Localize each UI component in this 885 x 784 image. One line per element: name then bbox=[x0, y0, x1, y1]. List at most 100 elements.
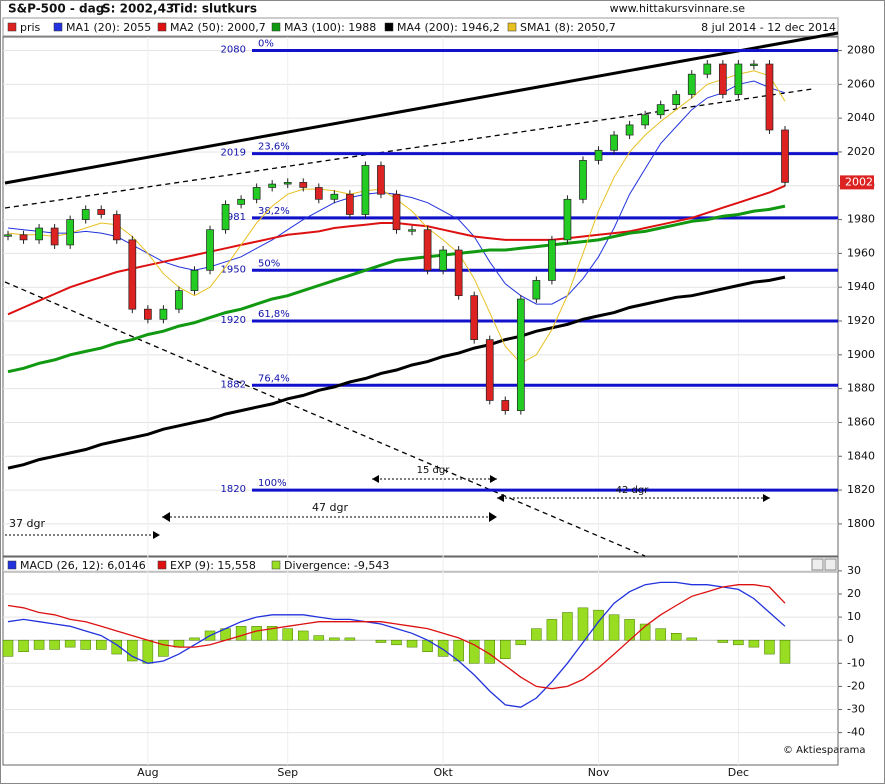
candle bbox=[35, 227, 43, 241]
candle bbox=[314, 187, 323, 200]
divergence-bar bbox=[282, 628, 293, 641]
trend-line bbox=[4, 31, 839, 185]
y-tick-label: 1880 bbox=[847, 382, 875, 395]
divergence-bar bbox=[33, 639, 45, 650]
legend-swatch bbox=[271, 22, 281, 32]
divergence-bar bbox=[562, 612, 573, 641]
candle bbox=[641, 114, 649, 126]
divergence-bar bbox=[391, 639, 402, 646]
divergence-bar bbox=[49, 639, 60, 650]
y-tick-label: 1820 bbox=[847, 483, 875, 496]
candle bbox=[50, 227, 59, 246]
divergence-bar bbox=[329, 637, 340, 641]
x-tick-label: Nov bbox=[588, 766, 610, 779]
legend-swatch bbox=[53, 22, 63, 32]
divergence-bar bbox=[779, 639, 791, 664]
fib-value: 2080 bbox=[221, 45, 246, 56]
divergence-bar bbox=[531, 628, 542, 641]
candle bbox=[687, 73, 696, 95]
tool-button[interactable] bbox=[811, 558, 824, 571]
divergence-bar bbox=[500, 639, 511, 659]
credit: © Aktiesparama bbox=[783, 745, 865, 756]
divergence-bar bbox=[95, 639, 107, 650]
legend-label: SMA1 (8): 2050,7 bbox=[520, 21, 616, 34]
y-tick-label: 1800 bbox=[847, 517, 875, 530]
fib-pct: 23,6% bbox=[258, 142, 290, 153]
legend-label: MA3 (100): 1988 bbox=[284, 21, 376, 34]
y-tick-label: 2080 bbox=[847, 44, 875, 57]
y-tick-label: 1860 bbox=[847, 415, 875, 428]
candle bbox=[175, 290, 183, 310]
last-price-label: 2002 bbox=[845, 175, 873, 188]
y-tick-label: 0 bbox=[847, 633, 854, 646]
candle bbox=[656, 104, 665, 116]
tool-button[interactable] bbox=[824, 558, 837, 571]
x-tick-label: Okt bbox=[433, 766, 453, 779]
candle bbox=[439, 249, 447, 271]
y-tick-label: -10 bbox=[847, 656, 865, 669]
divergence-bar bbox=[593, 609, 604, 641]
legend-swatch bbox=[7, 22, 17, 32]
divergence-bar bbox=[406, 639, 418, 648]
legend-label: MA2 (50): 2000,7 bbox=[170, 21, 266, 34]
divergence-bar bbox=[142, 639, 154, 664]
y-tick-label: -20 bbox=[847, 679, 865, 692]
legend-label: MACD (26, 12): 6,0146 bbox=[20, 559, 146, 572]
candle bbox=[361, 165, 370, 215]
legend-swatch bbox=[384, 22, 394, 32]
candle bbox=[734, 63, 743, 95]
candle bbox=[66, 219, 75, 246]
y-tick-label: 2020 bbox=[847, 145, 875, 158]
y-tick-label: 1900 bbox=[847, 348, 875, 361]
y-tick-label: -30 bbox=[847, 703, 865, 716]
candle bbox=[159, 308, 168, 320]
legend-label: pris bbox=[20, 21, 41, 34]
divergence-bar bbox=[764, 639, 775, 655]
date-range: 8 jul 2014 - 12 dec 2014 bbox=[701, 21, 836, 34]
divergence-bar bbox=[266, 626, 278, 641]
legend-swatch bbox=[507, 22, 517, 32]
candle bbox=[112, 214, 121, 241]
fib-pct: 61,8% bbox=[258, 309, 290, 320]
fib-pct: 0% bbox=[258, 39, 274, 50]
fib-pct: 38,2% bbox=[258, 206, 290, 217]
divergence-bar bbox=[748, 639, 760, 648]
candle bbox=[252, 187, 261, 200]
candle bbox=[470, 295, 479, 340]
divergence-bar bbox=[2, 639, 14, 657]
candle bbox=[750, 63, 758, 66]
candle bbox=[19, 234, 28, 241]
y-tick-label: 2060 bbox=[847, 77, 875, 90]
candle bbox=[672, 94, 681, 105]
y-tick-label: 1920 bbox=[847, 314, 875, 327]
candle bbox=[299, 182, 308, 188]
panel-tools[interactable] bbox=[811, 558, 837, 571]
divergence-bar bbox=[670, 633, 682, 641]
macd-line bbox=[7, 584, 786, 690]
x-tick-label: Aug bbox=[137, 766, 158, 779]
candle bbox=[283, 182, 292, 185]
divergence-bar bbox=[189, 637, 200, 641]
divergence-bar bbox=[313, 635, 325, 641]
candle bbox=[563, 198, 572, 241]
divergence-bar bbox=[64, 639, 76, 648]
candle bbox=[516, 298, 525, 411]
divergence-bar bbox=[468, 639, 480, 664]
fib-value: 1920 bbox=[221, 315, 246, 326]
trend-line bbox=[4, 281, 646, 557]
candle bbox=[532, 280, 541, 300]
candle bbox=[97, 209, 106, 215]
legend-swatch bbox=[157, 560, 167, 570]
candle bbox=[423, 229, 432, 271]
fib-value: 1981 bbox=[221, 212, 246, 223]
ma-line bbox=[7, 204, 786, 374]
divergence-bar bbox=[111, 639, 123, 655]
candle bbox=[268, 183, 277, 188]
candle bbox=[548, 239, 556, 281]
y-tick-label: 1980 bbox=[847, 213, 875, 226]
candle bbox=[781, 129, 789, 183]
candle bbox=[377, 165, 385, 195]
candle bbox=[237, 198, 245, 205]
divergence-bar bbox=[733, 639, 744, 646]
y-tick-label: 2040 bbox=[847, 111, 875, 124]
